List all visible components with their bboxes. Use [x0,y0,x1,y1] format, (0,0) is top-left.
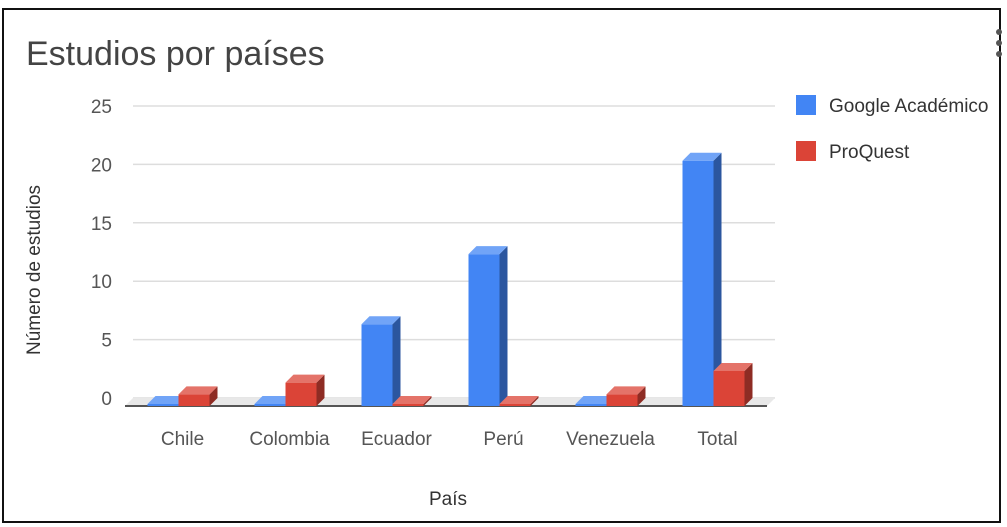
x-tick-label: Colombia [249,429,330,450]
vertical-dots-icon[interactable] [996,29,1002,35]
bar-front [606,394,638,406]
bar-front [499,404,531,406]
legend-label: Google Académico [829,96,989,117]
legend-item: ProQuest [796,141,910,163]
bar-front [392,404,424,406]
bar-side [744,362,753,406]
y-tick-label: 20 [91,155,112,176]
x-tick-label: Ecuador [361,429,432,450]
y-tick-label: 25 [91,97,112,118]
y-tick-label: 5 [101,331,112,352]
chart-title: Estudios por países [26,35,325,73]
y-tick-label: 10 [91,272,112,293]
menu-icon[interactable] [996,29,1002,57]
bar-front [178,394,210,406]
x-tick-label: Chile [161,429,204,450]
bar-top [575,396,615,404]
bar-top [392,396,432,404]
legend-swatch [796,141,816,161]
legend-item: Google Académico [796,95,989,117]
bar-top [606,386,646,395]
bar-front [713,370,745,406]
chart-floor [125,398,775,406]
x-tick-label: Venezuela [566,429,655,450]
bar [682,152,722,406]
bar-top [254,396,294,404]
vertical-dots-icon[interactable] [996,51,1002,57]
bar-top [147,396,187,404]
bar-side [209,386,218,406]
bar-side [392,316,401,406]
bar-front [682,160,714,406]
bar-top [713,362,753,371]
bar-front [361,324,393,406]
grid-lines [125,105,775,407]
bar-front [254,404,286,406]
bar [468,246,508,406]
bar-side [637,386,646,406]
bar-top [682,152,722,161]
bar-front [147,404,179,406]
bar [285,374,325,406]
bar [606,386,646,406]
bar-side [713,152,722,406]
bar-top [361,316,401,325]
y-axis-ticks: 0 5 10 15 20 25 [91,97,112,410]
x-axis-ticks: Chile Colombia Ecuador Perú Venezuela Total [161,429,738,450]
legend-swatch [796,95,816,115]
bar [392,396,432,406]
bar-top [178,386,218,395]
y-axis-label: Número de estudios [24,185,45,355]
bar-front [285,382,317,406]
bars [147,152,753,406]
x-tick-label: Total [697,429,737,450]
legend: Google Académico ProQuest [796,95,989,163]
vertical-dots-icon[interactable] [996,40,1002,46]
bar-front [468,254,500,406]
bar [178,386,218,406]
bar-side [530,396,539,406]
bar-top [499,396,539,404]
y-tick-label: 0 [101,389,112,410]
y-tick-label: 15 [91,214,112,235]
bar-side [499,246,508,406]
legend-label: ProQuest [829,142,910,163]
x-tick-label: Perú [483,429,523,450]
bar [713,362,753,406]
bar-front [575,404,607,406]
bar-side [423,396,432,406]
bar-side [316,374,325,406]
bar-top [468,246,508,255]
bar-top [285,374,325,383]
bar [361,316,401,406]
x-axis-label: País [429,489,467,510]
bar [499,396,539,406]
